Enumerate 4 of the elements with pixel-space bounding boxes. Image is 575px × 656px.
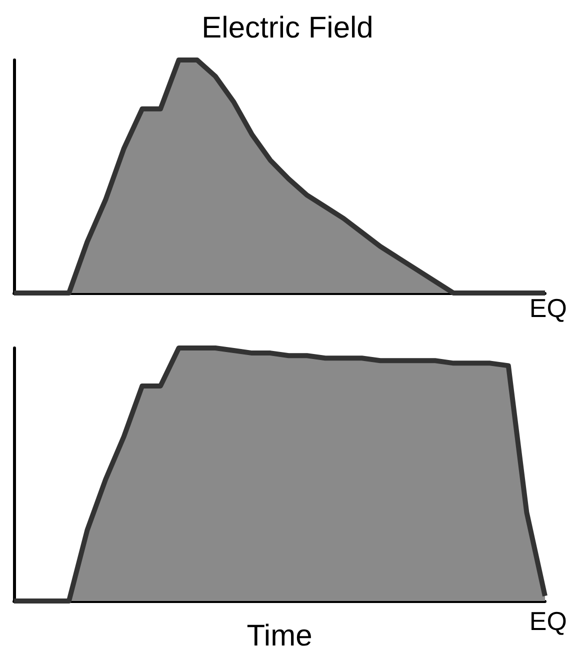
text: EQ [529, 606, 568, 636]
x-axis-title: Time [246, 620, 312, 652]
chart-title: Electric Field [202, 12, 374, 44]
annotation: EQ [529, 293, 568, 323]
